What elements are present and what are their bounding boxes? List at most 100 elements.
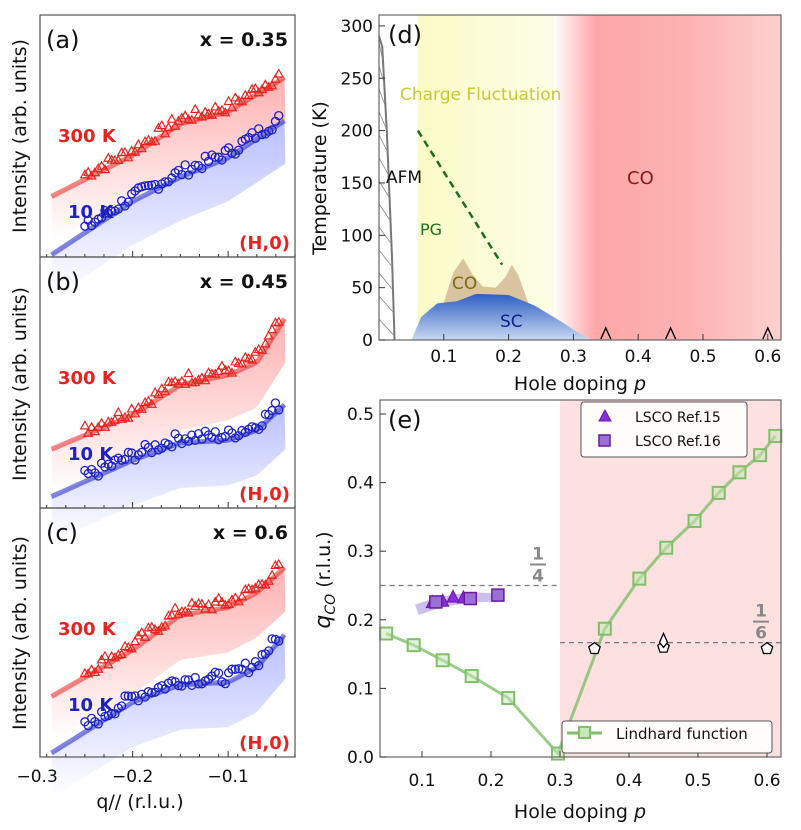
data-point-300K: [99, 421, 111, 431]
data-point-300K: [166, 609, 178, 619]
data-point-300K: [119, 146, 131, 157]
x-tick-label: 0.6: [754, 347, 781, 367]
panel-b: (b) x = 0.45 300 K 10 K (H,0): [39, 256, 296, 542]
data-point-300K: [186, 597, 198, 607]
diamond-point: [658, 631, 669, 649]
y-tick-label: 0.0: [347, 748, 374, 768]
data-point-10K: [177, 169, 187, 180]
y-tick-label: 50: [351, 279, 373, 299]
data-point-10K: [117, 455, 127, 465]
data-point-300K: [183, 367, 194, 378]
data-point-300K: [246, 354, 258, 364]
data-point-300K: [146, 398, 157, 408]
lindhard-point: [501, 691, 516, 706]
afm-hatch: [378, 203, 391, 221]
x-tick-label: 0.3: [546, 771, 573, 791]
label-10K: 10 K: [68, 202, 114, 223]
data-point-300K: [143, 395, 154, 405]
lindhard-point: [768, 428, 783, 443]
fit-shading: [51, 120, 286, 298]
data-point-300K: [83, 427, 94, 437]
co-dome-label: CO: [452, 274, 477, 294]
panel-c: (c) x = 0.6 300 K 10 K (H,0) −0.3 −0.2 −0.1: [16, 507, 296, 798]
data-point-10K: [123, 197, 133, 207]
sample-triangle: [762, 326, 774, 340]
data-point-300K: [173, 378, 184, 388]
afm-hatch: [378, 65, 385, 83]
data-point-300K: [266, 323, 278, 334]
afm-hatch: [378, 295, 394, 314]
data-point-300K: [149, 135, 161, 145]
x-tick-label: 0.1: [430, 347, 457, 367]
shaded-region: [560, 400, 781, 757]
data-point-300K: [210, 368, 221, 378]
data-point-300K: [246, 584, 258, 594]
label-10K: 10 K: [68, 695, 114, 716]
axes-frame: [39, 507, 296, 758]
afm-hatch: [378, 272, 394, 290]
data-point-10K: [267, 125, 277, 135]
data-point-300K: [220, 107, 231, 117]
data-point-300K: [109, 414, 121, 424]
data-point-300K: [129, 408, 141, 418]
data-point-300K: [89, 666, 101, 677]
data-point-300K: [179, 110, 191, 120]
data-point-10K: [240, 658, 250, 668]
data-point-10K: [254, 660, 264, 671]
data-point-300K: [123, 152, 134, 162]
data-point-10K: [83, 721, 93, 731]
data-point-300K: [83, 166, 94, 176]
afm-label: AFM: [386, 168, 422, 188]
panel-a: (a) x = 0.35 300 K 10 K (H,0): [39, 14, 296, 298]
data-point-300K: [226, 102, 238, 112]
lindhard-point: [632, 571, 647, 586]
data-point-300K: [206, 604, 218, 614]
data-point-10K: [274, 110, 284, 121]
lindhard-point: [659, 540, 674, 555]
data-point-300K: [163, 121, 174, 132]
x-tick-label: −0.3: [16, 767, 57, 787]
x-tick-label: −0.1: [208, 767, 249, 787]
composition-label: x = 0.6: [213, 522, 288, 544]
data-point-300K: [263, 81, 274, 91]
data-point-300K: [273, 68, 284, 78]
legend-square-icon: [598, 434, 611, 447]
axes-frame: [379, 399, 782, 758]
legend-box: [580, 401, 748, 458]
data-point-300K: [153, 388, 164, 399]
afm-boundary: [378, 36, 396, 341]
data-point-300K: [173, 608, 184, 618]
data-point-10K: [123, 447, 133, 458]
data-point-10K: [93, 719, 103, 729]
label-300K: 300 K: [58, 126, 117, 147]
co-region: [553, 15, 781, 340]
panel-label: (b): [46, 268, 80, 296]
data-point-10K: [234, 664, 244, 674]
lsco-ref16-point: [463, 591, 478, 606]
charge-fluctuation-region: [417, 15, 554, 340]
y-tick-label: 200: [341, 122, 373, 142]
data-point-300K: [226, 367, 238, 377]
x-tick-label: 0.2: [495, 347, 522, 367]
data-point-300K: [236, 96, 248, 106]
data-point-300K: [169, 120, 181, 130]
data-point-10K: [106, 708, 117, 719]
data-point-300K: [126, 643, 137, 653]
data-point-10K: [267, 405, 277, 416]
data-point-10K: [106, 206, 117, 216]
fraction-denominator: 4: [532, 567, 544, 587]
x-tick-label: −0.2: [112, 767, 153, 787]
data-point-300K: [139, 631, 151, 641]
y-tick-label: 0.3: [347, 542, 374, 562]
data-point-300K: [156, 383, 167, 393]
data-point-10K: [230, 664, 240, 674]
data-point-300K: [236, 591, 248, 601]
data-point-10K: [123, 691, 133, 701]
data-point-10K: [127, 691, 137, 702]
data-point-300K: [213, 592, 224, 602]
data-point-300K: [166, 113, 178, 123]
d-xlabel: Hole doping p: [514, 373, 646, 395]
panel-d: 0.1 0.2 0.3 0.4 0.5 0.6 0 50 100 150 200 250 300 (d) C…: [341, 14, 782, 367]
afm-hatch: [378, 180, 390, 198]
